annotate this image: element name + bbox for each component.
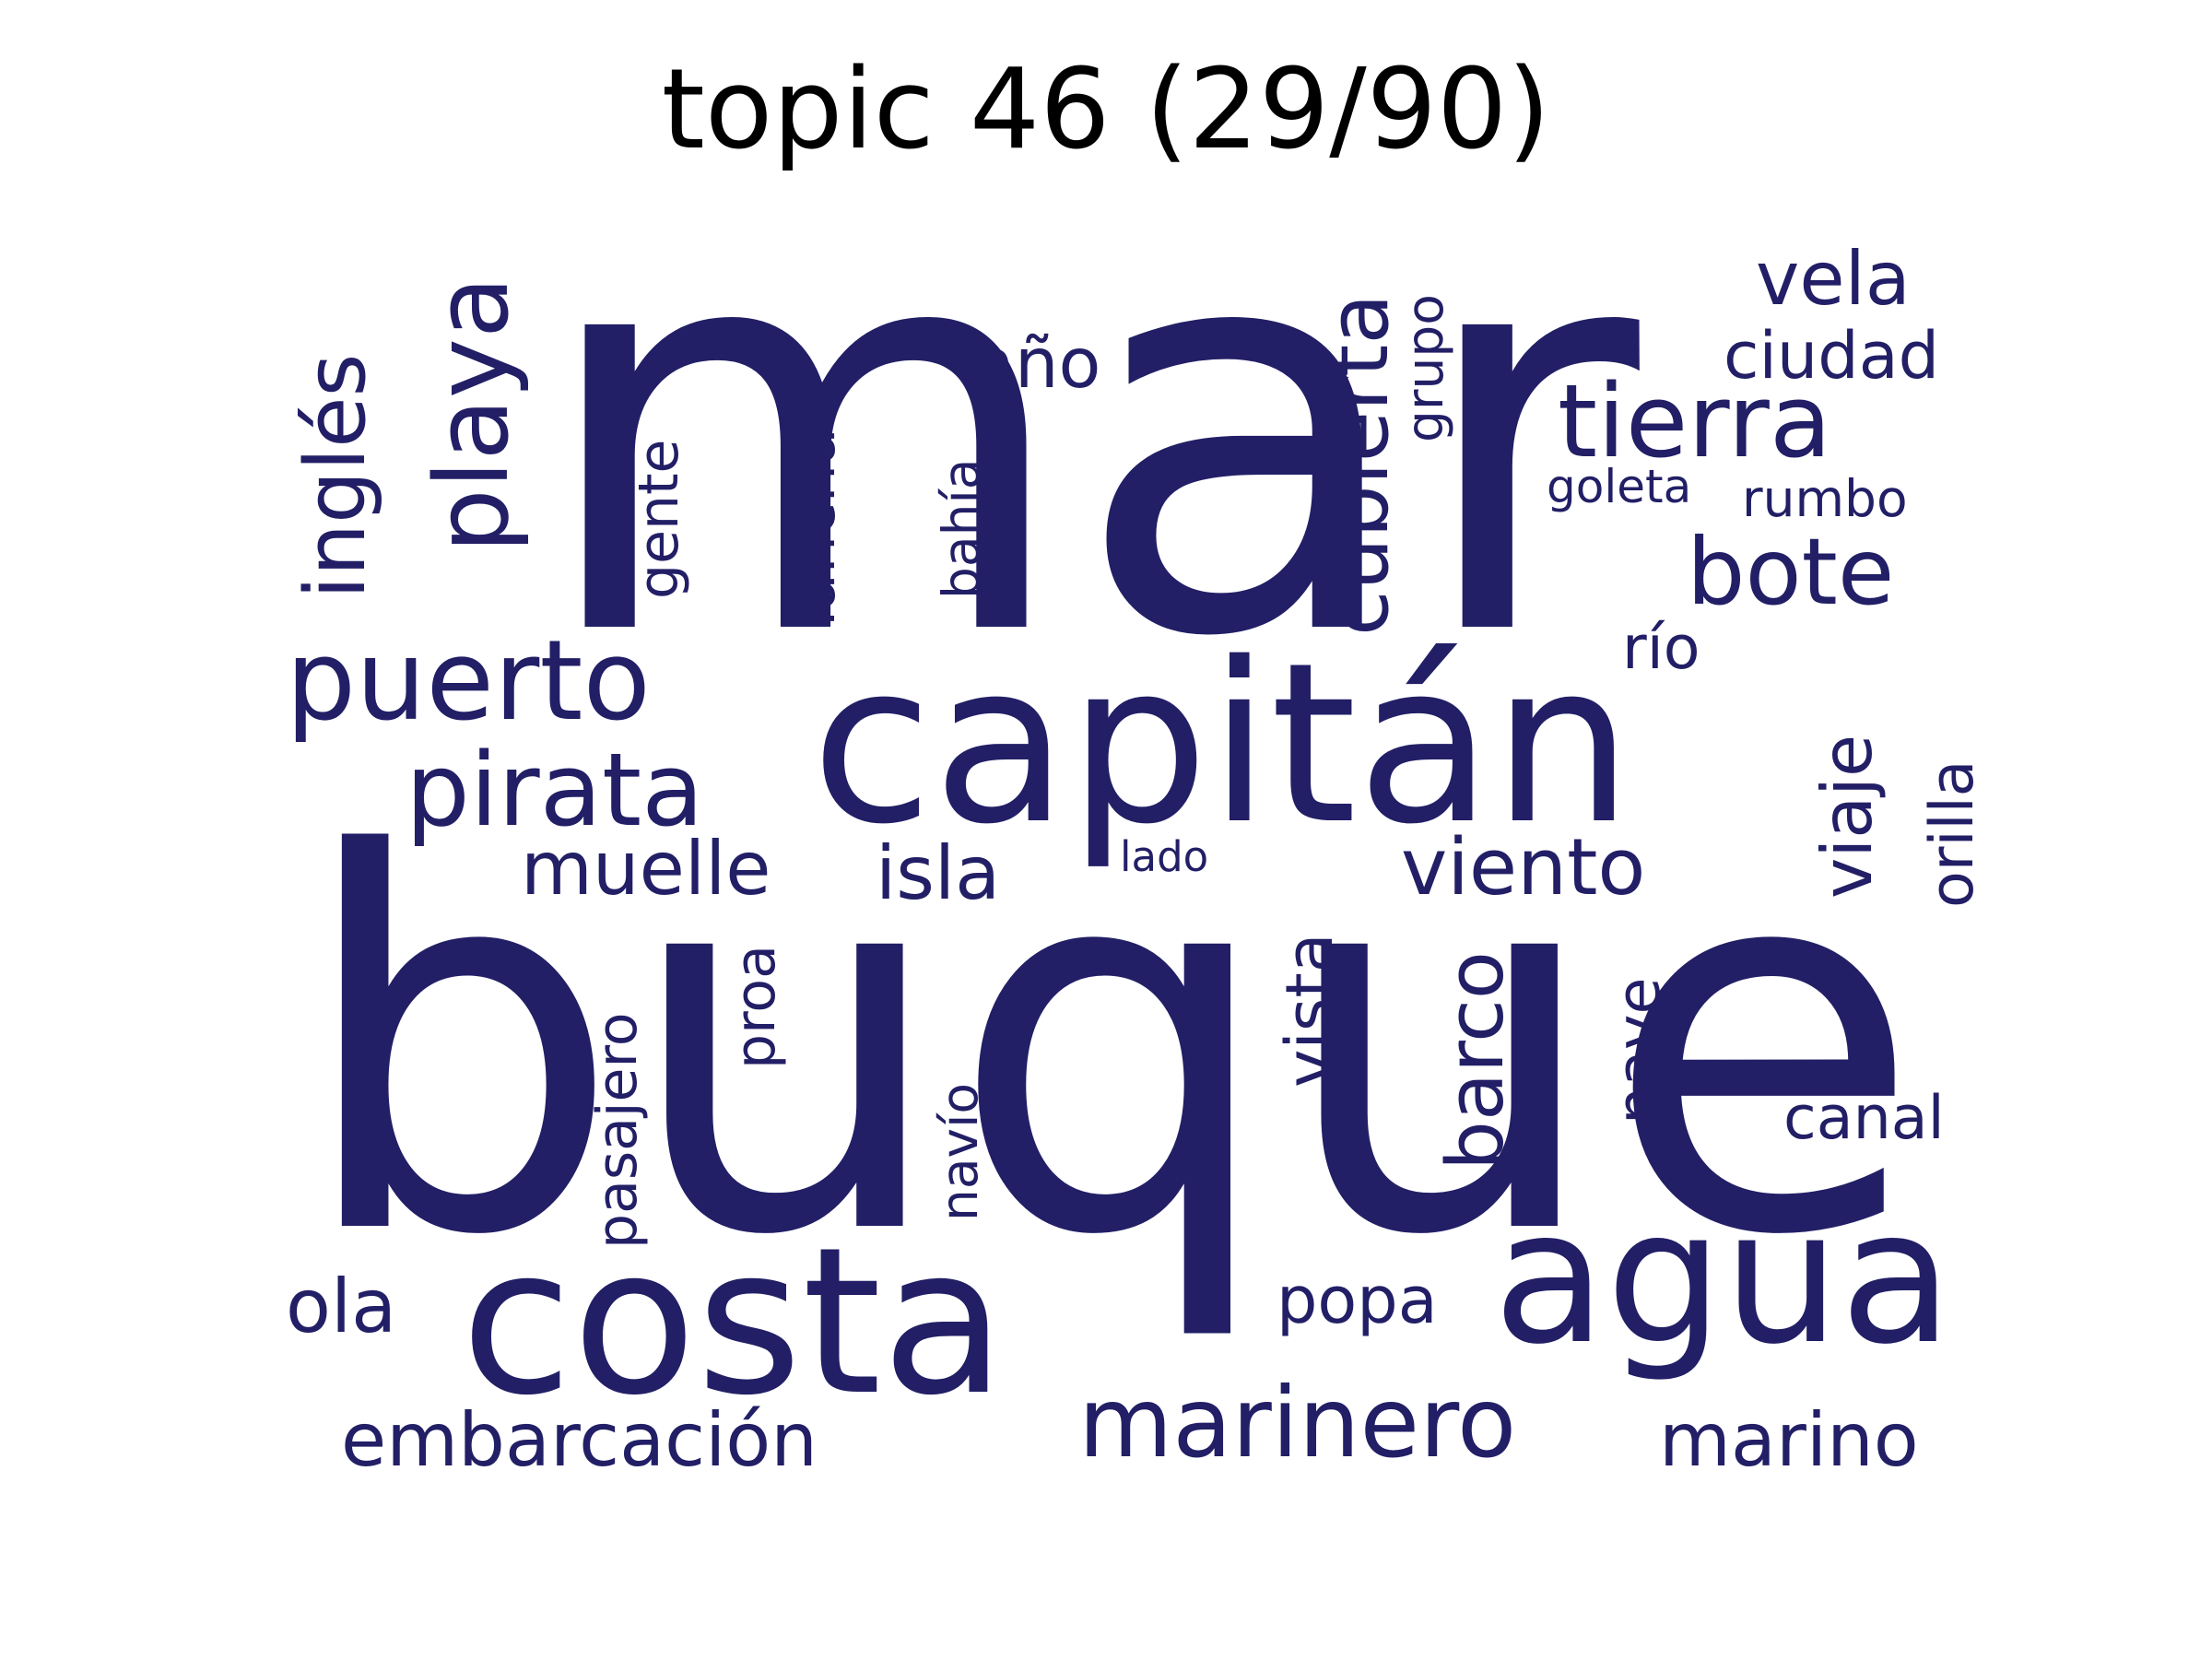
word-4: agua (1493, 1171, 1953, 1385)
word-34: canal (1783, 1084, 1945, 1153)
word-26: rumbo (1742, 469, 1908, 528)
word-0: mar (535, 113, 1645, 758)
word-5: puerto (286, 618, 651, 746)
word-22: gente (627, 440, 691, 599)
chart-title: topic 46 (29/90) (661, 46, 1551, 174)
word-21: lancha (780, 428, 849, 627)
word-8: inglés (288, 354, 384, 599)
word-19: ciudad (1724, 318, 1939, 394)
word-36: ola (286, 1264, 396, 1349)
word-29: orilla (1918, 759, 1987, 908)
word-1: buque (295, 747, 1922, 1348)
word-12: marinero (1078, 1367, 1516, 1479)
word-31: vista (1272, 933, 1347, 1088)
word-13: embarcación (341, 1397, 818, 1483)
word-14: marino (1659, 1397, 1919, 1483)
word-33: nave (1605, 978, 1674, 1125)
word-15: muelle (521, 826, 771, 912)
word-27: río (1622, 614, 1700, 683)
word-2: capitán (811, 615, 1632, 873)
word-6: pirata (406, 731, 704, 849)
word-16: isla (876, 830, 1000, 916)
word-3: costa (461, 1204, 1006, 1440)
word-28: viaje (1806, 735, 1888, 899)
word-37: pasajero (585, 1012, 650, 1249)
word-24: grupo (1395, 294, 1454, 442)
word-35: popa (1277, 1263, 1438, 1338)
word-11: cubierta (1311, 294, 1407, 636)
word-7: playa (413, 276, 531, 553)
word-9: tierra (1558, 362, 1831, 480)
word-32: barco (1430, 951, 1522, 1171)
word-10: bote (1687, 518, 1894, 626)
word-30: lado (1120, 832, 1208, 881)
word-20: año (972, 323, 1100, 404)
word-38: proa (724, 945, 788, 1069)
word-17: viento (1401, 822, 1645, 913)
word-25: goleta (1547, 460, 1691, 513)
word-23: bahía (932, 459, 991, 599)
word-18: vela (1756, 236, 1911, 322)
word-39: navío (930, 1083, 989, 1221)
